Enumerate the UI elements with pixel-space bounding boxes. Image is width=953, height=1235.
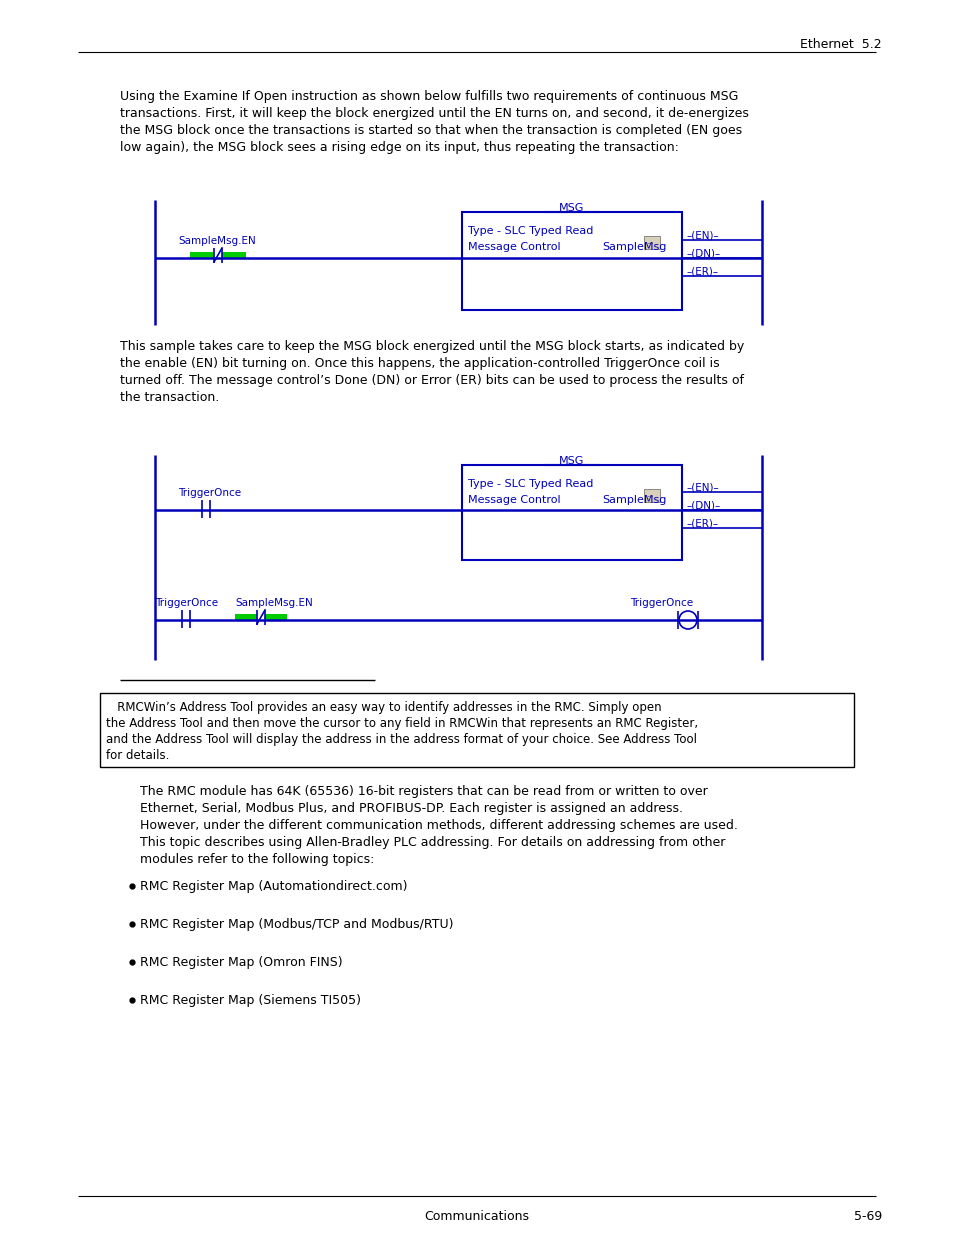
Text: The RMC module has 64K (65536) 16-bit registers that can be read from or written: The RMC module has 64K (65536) 16-bit re… (140, 785, 707, 798)
Text: RMC Register Map (Omron FINS): RMC Register Map (Omron FINS) (140, 956, 342, 969)
Text: modules refer to the following topics:: modules refer to the following topics: (140, 853, 374, 866)
Bar (100, 693, 853, 767)
Text: Message Control: Message Control (468, 495, 560, 505)
Bar (461, 466, 681, 559)
Text: RMCWin’s Address Tool provides an easy way to identify addresses in the RMC. Sim: RMCWin’s Address Tool provides an easy w… (106, 701, 661, 714)
Text: low again), the MSG block sees a rising edge on its input, thus repeating the tr: low again), the MSG block sees a rising … (120, 141, 679, 154)
Text: This sample takes care to keep the MSG block energized until the MSG block start: This sample takes care to keep the MSG b… (120, 340, 743, 353)
Bar (265, 614, 287, 621)
Text: SampleMsg.EN: SampleMsg.EN (178, 236, 255, 246)
Bar (461, 212, 681, 310)
Bar (222, 252, 246, 259)
Text: RMC Register Map (Modbus/TCP and Modbus/RTU): RMC Register Map (Modbus/TCP and Modbus/… (140, 918, 453, 931)
Text: Ethernet  5.2: Ethernet 5.2 (800, 38, 881, 51)
Text: –(DN)–: –(DN)– (686, 501, 720, 511)
Text: This topic describes using Allen-Bradley PLC addressing. For details on addressi: This topic describes using Allen-Bradley… (140, 836, 724, 848)
Text: SampleMsg.EN: SampleMsg.EN (234, 598, 313, 608)
Text: transactions. First, it will keep the block energized until the EN turns on, and: transactions. First, it will keep the bl… (120, 107, 748, 120)
Text: –(ER)–: –(ER)– (686, 519, 719, 529)
Text: TriggerOnce: TriggerOnce (629, 598, 693, 608)
Text: the MSG block once the transactions is started so that when the transaction is c: the MSG block once the transactions is s… (120, 124, 741, 137)
Bar (234, 614, 256, 621)
Text: –(EN)–: –(EN)– (686, 483, 719, 493)
Text: However, under the different communication methods, different addressing schemes: However, under the different communicati… (140, 819, 737, 832)
Text: Communications: Communications (424, 1210, 529, 1223)
Text: Ethernet, Serial, Modbus Plus, and PROFIBUS-DP. Each register is assigned an add: Ethernet, Serial, Modbus Plus, and PROFI… (140, 802, 682, 815)
Text: for details.: for details. (106, 748, 170, 762)
Bar (190, 252, 213, 259)
Text: MSG: MSG (558, 456, 584, 466)
Text: MSG: MSG (558, 203, 584, 212)
Text: Type - SLC Typed Read: Type - SLC Typed Read (468, 479, 593, 489)
Text: turned off. The message control’s Done (DN) or Error (ER) bits can be used to pr: turned off. The message control’s Done (… (120, 374, 743, 387)
Text: –(EN)–: –(EN)– (686, 231, 719, 241)
Text: RMC Register Map (Automationdirect.com): RMC Register Map (Automationdirect.com) (140, 881, 407, 893)
Text: 5-69: 5-69 (853, 1210, 882, 1223)
Text: TriggerOnce: TriggerOnce (154, 598, 218, 608)
Text: ...: ... (645, 237, 653, 246)
Text: –(ER)–: –(ER)– (686, 267, 719, 277)
Text: SampleMsg: SampleMsg (601, 242, 666, 252)
Text: –(DN)–: –(DN)– (686, 249, 720, 259)
Text: RMC Register Map (Siemens TI505): RMC Register Map (Siemens TI505) (140, 994, 360, 1007)
Text: Type - SLC Typed Read: Type - SLC Typed Read (468, 226, 593, 236)
Bar (643, 489, 659, 501)
Text: the transaction.: the transaction. (120, 391, 219, 404)
Text: Message Control: Message Control (468, 242, 560, 252)
Text: Using the Examine If Open instruction as shown below fulfills two requirements o: Using the Examine If Open instruction as… (120, 90, 738, 103)
Bar (643, 236, 659, 249)
Text: the Address Tool and then move the cursor to any field in RMCWin that represents: the Address Tool and then move the curso… (106, 718, 698, 730)
Text: and the Address Tool will display the address in the address format of your choi: and the Address Tool will display the ad… (106, 734, 697, 746)
Text: SampleMsg: SampleMsg (601, 495, 666, 505)
Text: ...: ... (645, 490, 653, 499)
Text: TriggerOnce: TriggerOnce (178, 488, 241, 498)
Text: the enable (EN) bit turning on. Once this happens, the application-controlled Tr: the enable (EN) bit turning on. Once thi… (120, 357, 719, 370)
